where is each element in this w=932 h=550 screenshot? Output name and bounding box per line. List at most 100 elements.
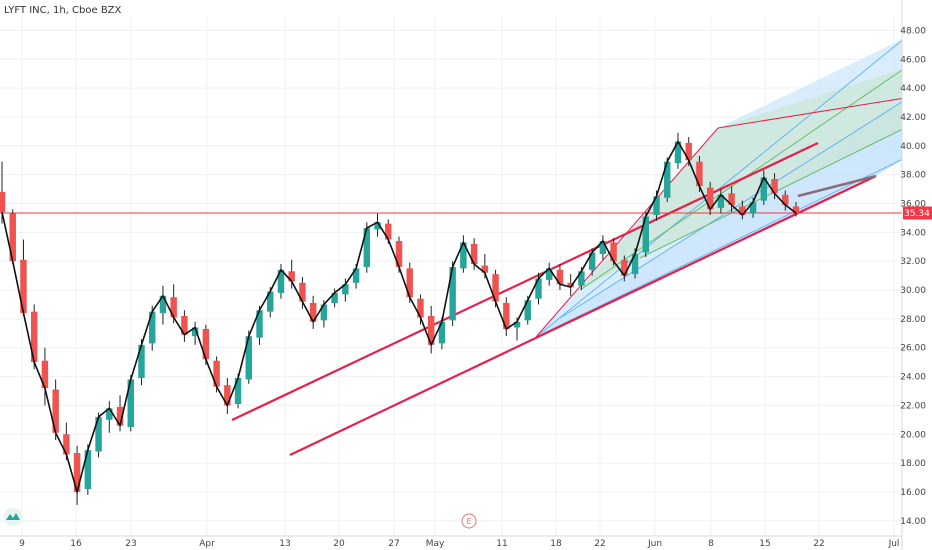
trendline-lower[interactable]: [289, 175, 877, 456]
candle-body: [782, 194, 789, 205]
candles: [0, 132, 800, 505]
candle-body: [449, 266, 456, 321]
candle-body: [395, 240, 403, 267]
price-axis-panel: [902, 0, 932, 550]
x-tick-label: 18: [550, 539, 562, 549]
candle-body: [9, 213, 16, 262]
candle: [191, 321, 199, 345]
candle: [181, 310, 188, 342]
candle-body: [116, 406, 124, 426]
candle-body: [224, 385, 231, 406]
candle: [792, 202, 800, 217]
candle: [664, 157, 671, 203]
candle: [503, 297, 510, 337]
y-tick-label: 38.00: [900, 171, 926, 181]
y-tick-label: 14.00: [900, 517, 926, 527]
candle-body: [545, 268, 553, 280]
candle-body: [642, 216, 650, 253]
candle: [717, 189, 725, 214]
candle-body: [385, 223, 392, 240]
candle-body: [320, 304, 328, 321]
candle: [331, 288, 338, 308]
channel-line: [559, 99, 906, 319]
x-tick-label: 8: [708, 539, 714, 549]
earnings-marker[interactable]: E: [461, 513, 477, 529]
candle-body: [342, 284, 349, 295]
candle-body: [524, 300, 531, 321]
candle-body: [460, 242, 467, 269]
pitchfork-median: [717, 97, 906, 129]
candle-body: [610, 242, 617, 262]
candle-body: [374, 222, 381, 230]
candle-body: [0, 191, 6, 213]
candle: [642, 212, 650, 257]
candle-body: [41, 360, 49, 389]
candle-body: [696, 161, 703, 187]
candle-body: [706, 187, 714, 210]
y-tick-label: 46.00: [900, 55, 926, 65]
candle: [256, 305, 263, 345]
time-axis[interactable]: 9 16 23 Apr 13 20 27 May 11 18 22 Jun 8 15 22 Jul: [0, 535, 902, 549]
x-tick-label: 11: [496, 539, 507, 549]
candle-body: [578, 271, 585, 286]
candle-body: [245, 336, 253, 380]
x-tick-label: Jul: [888, 539, 900, 549]
candle-body: [106, 408, 113, 420]
candle-body: [470, 243, 478, 265]
candle: [728, 186, 735, 213]
candle: [309, 295, 317, 329]
candle: [449, 261, 456, 327]
candle-body: [63, 434, 70, 455]
candle-body: [739, 206, 746, 216]
x-tick-label: 16: [70, 539, 82, 549]
candle: [299, 277, 306, 309]
y-tick-label: 34.00: [900, 228, 926, 238]
candle-body: [73, 453, 81, 492]
earnings-label: E: [466, 517, 471, 526]
candle-body: [760, 177, 768, 201]
tradingview-logo-icon[interactable]: [4, 508, 22, 526]
candle-body: [181, 315, 188, 335]
y-tick-label: 24.00: [900, 373, 926, 383]
candle: [224, 378, 231, 415]
candle-body: [717, 194, 725, 208]
candle-body: [191, 327, 199, 337]
candle: [41, 347, 49, 406]
candle: [545, 262, 553, 286]
candle-body: [749, 202, 757, 214]
x-tick-label: 22: [594, 539, 605, 549]
x-tick-label: Jun: [647, 539, 662, 549]
candle-body: [138, 344, 145, 379]
x-tick-label: 22: [813, 539, 824, 549]
price-axis[interactable]: 14.00 16.00 18.00 20.00 22.00 24.00 26.00 28.00…: [900, 0, 932, 550]
trendline-upper[interactable]: [231, 142, 819, 421]
candle-body: [674, 141, 682, 164]
candle-body: [159, 295, 167, 314]
candle-body: [653, 196, 660, 216]
candle: [342, 278, 349, 302]
candle-body: [30, 311, 38, 363]
x-tick-label: 9: [19, 539, 25, 549]
trendline-lower-highlight: [797, 174, 877, 198]
y-tick-label: 30.00: [900, 286, 926, 296]
candle: [771, 173, 778, 200]
candle-body: [567, 282, 574, 288]
candle-body: [277, 269, 285, 293]
candle-body: [685, 142, 692, 161]
y-tick-label: 28.00: [900, 315, 926, 325]
y-tick-label: 18.00: [900, 459, 926, 469]
candle: [782, 190, 789, 211]
candle-body: [148, 311, 156, 344]
candle: [159, 285, 167, 325]
candle: [9, 209, 16, 265]
y-tick-label: 26.00: [900, 344, 926, 354]
y-tick-label: 22.00: [900, 401, 926, 411]
x-tick-label: 27: [388, 539, 399, 549]
x-tick-label: Apr: [199, 539, 215, 549]
candle: [556, 264, 564, 291]
candle: [106, 401, 113, 433]
candle-body: [792, 206, 800, 214]
channel-line: [535, 37, 906, 338]
candle-body: [664, 161, 671, 198]
